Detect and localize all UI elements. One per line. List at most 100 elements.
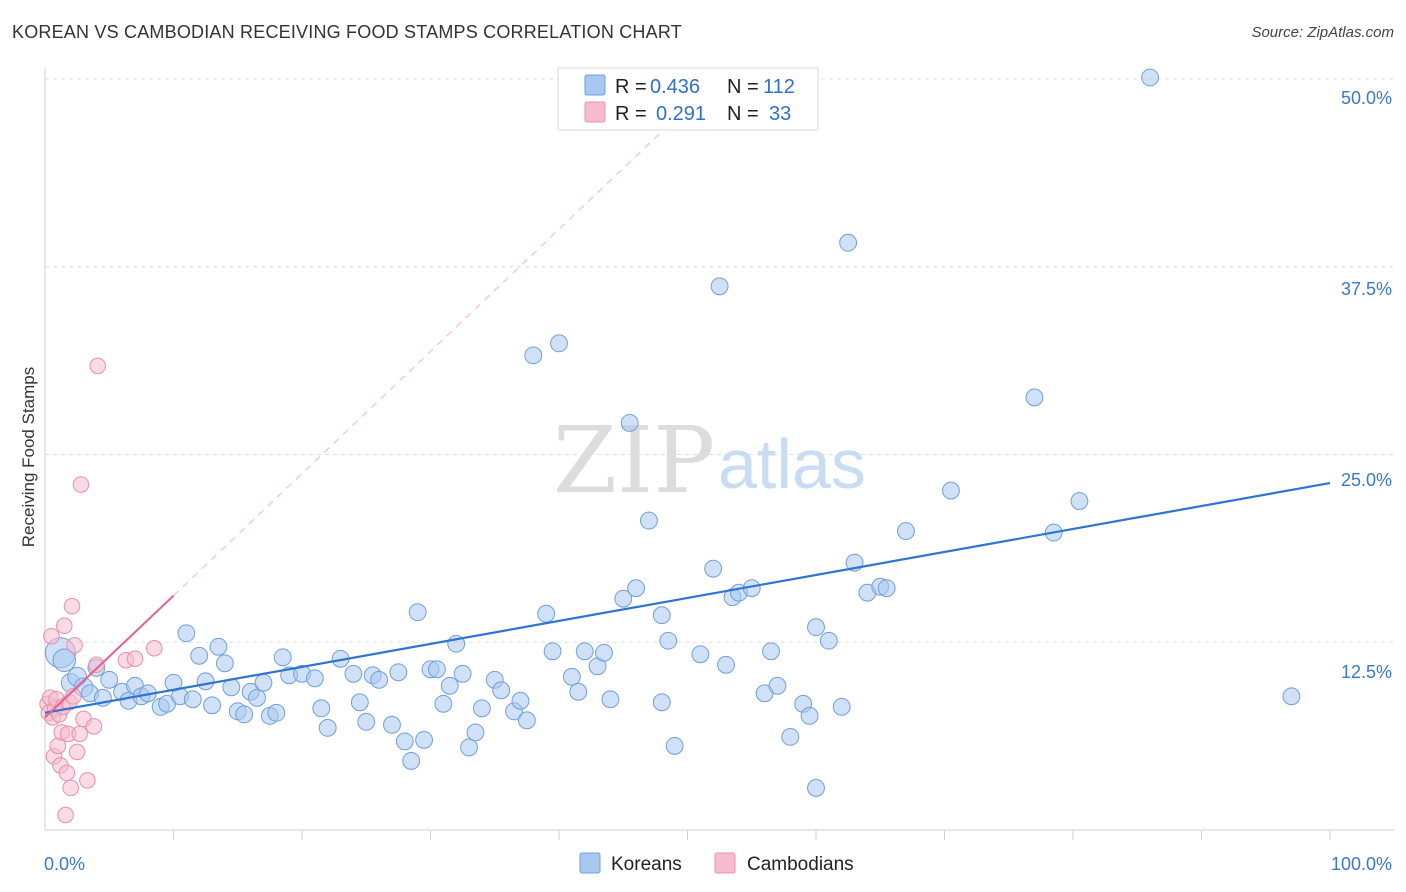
korean-point-109	[1141, 68, 1160, 87]
korean-point-79	[652, 693, 671, 712]
korean-point-106	[1025, 388, 1044, 407]
korean-point-46	[389, 663, 408, 682]
korean-point-71	[575, 642, 594, 661]
korean-point-76	[620, 414, 639, 432]
watermark-atlas: atlas	[718, 425, 866, 503]
korean-point-42	[357, 712, 376, 731]
legend-r-value-cambodians: 0.291	[656, 103, 706, 125]
cambodian-trendline	[44, 594, 175, 719]
legend-swatch-cambodians	[584, 101, 606, 123]
correlation-legend: R = 0.436 N = 112 R = 0.291 N = 33	[557, 67, 819, 131]
korean-point-1	[52, 648, 77, 673]
korean-point-68	[550, 334, 568, 353]
korean-point-74	[601, 690, 620, 709]
bottom-legend-label-koreans[interactable]: Koreans	[611, 854, 682, 875]
cambodian-point-28	[88, 656, 105, 674]
cambodian-point-27	[85, 718, 103, 735]
cambodian-point-22	[68, 743, 86, 761]
korean-point-19	[183, 690, 202, 709]
korean-point-94	[800, 706, 819, 725]
cambodian-trendline-extension	[173, 131, 663, 597]
korean-point-105	[942, 481, 960, 500]
korean-point-54	[440, 676, 459, 695]
korean-point-61	[492, 681, 511, 700]
x-tick-label-100: 100.0%	[1331, 854, 1392, 874]
korean-point-77	[627, 579, 646, 598]
korean-point-52	[428, 660, 446, 679]
korean-point-111	[652, 606, 671, 625]
korean-point-57	[460, 738, 478, 757]
korean-point-82	[691, 645, 710, 664]
source-note: Source: ZipAtlas.com	[1251, 24, 1394, 41]
legend-n-value-koreans: 112	[763, 76, 795, 98]
korean-point-47	[395, 732, 414, 751]
bottom-legend-label-cambodians[interactable]: Cambodians	[747, 854, 854, 875]
korean-point-92	[781, 727, 800, 746]
legend-r-value-koreans: 0.436	[650, 76, 700, 98]
korean-point-96	[807, 779, 825, 797]
korean-point-95	[807, 618, 825, 637]
korean-point-99	[839, 233, 858, 252]
korean-point-37	[312, 699, 331, 718]
korean-point-18	[177, 624, 196, 643]
korean-point-75	[614, 589, 633, 608]
cambodian-point-18	[62, 779, 79, 797]
korean-point-81	[665, 736, 684, 755]
korean-point-8	[100, 670, 119, 689]
korean-point-66	[537, 604, 556, 623]
cambodian-point-32	[145, 639, 163, 657]
y-tick-label-50: 50.0%	[1341, 88, 1392, 108]
cambodian-points	[39, 357, 163, 824]
korean-point-108	[1070, 492, 1089, 510]
bottom-legend-swatch-cambodians[interactable]	[714, 852, 736, 874]
korean-point-22	[203, 696, 221, 715]
legend-r-label-cambodians: R =	[615, 103, 647, 125]
cambodian-point-3	[43, 627, 60, 645]
cambodian-point-29	[89, 357, 106, 375]
korean-point-32	[267, 703, 286, 722]
korean-point-85	[717, 655, 735, 674]
gridlines	[45, 78, 1394, 643]
y-axis-label: Receiving Food Stamps	[19, 367, 38, 547]
korean-point-67	[543, 642, 562, 661]
korean-point-98	[832, 697, 851, 716]
korean-point-90	[762, 642, 780, 661]
korean-point-83	[704, 559, 723, 578]
korean-point-70	[569, 682, 588, 701]
legend-r-label-koreans: R =	[615, 76, 647, 98]
korean-point-41	[350, 693, 369, 712]
x-tick-label-0: 0.0%	[44, 854, 85, 874]
series-legend: Koreans Cambodians	[579, 852, 854, 875]
korean-point-21	[196, 672, 215, 691]
legend-n-value-cambodians: 33	[769, 103, 791, 125]
korean-point-49	[408, 603, 427, 622]
korean-point-20	[190, 646, 209, 665]
korean-point-104	[897, 522, 915, 541]
cambodian-point-31	[126, 650, 144, 668]
cambodian-point-20	[64, 688, 82, 705]
korean-trendline	[44, 481, 1331, 714]
legend-n-label-koreans: N =	[727, 76, 759, 98]
korean-point-65	[524, 346, 543, 365]
legend-swatch-koreans	[584, 74, 606, 96]
trendlines	[44, 131, 1331, 719]
korean-point-84	[710, 277, 729, 296]
cambodian-point-21	[66, 636, 83, 654]
korean-point-63	[511, 691, 530, 710]
y-tick-label-12-5: 12.5%	[1341, 662, 1392, 682]
korean-point-103	[877, 579, 896, 598]
y-tick-label-25: 25.0%	[1341, 470, 1392, 490]
korean-point-48	[402, 751, 421, 770]
korean-point-91	[768, 676, 787, 695]
bottom-legend-swatch-koreans[interactable]	[579, 852, 601, 874]
korean-point-59	[472, 699, 491, 718]
cambodian-point-14	[57, 806, 74, 824]
korean-point-110	[1282, 687, 1301, 706]
cambodian-point-24	[72, 476, 90, 493]
cambodian-point-23	[71, 725, 88, 743]
korean-point-27	[235, 705, 254, 724]
x-ticks	[173, 830, 1331, 840]
korean-point-69	[562, 667, 581, 686]
korean-point-78	[640, 511, 658, 530]
